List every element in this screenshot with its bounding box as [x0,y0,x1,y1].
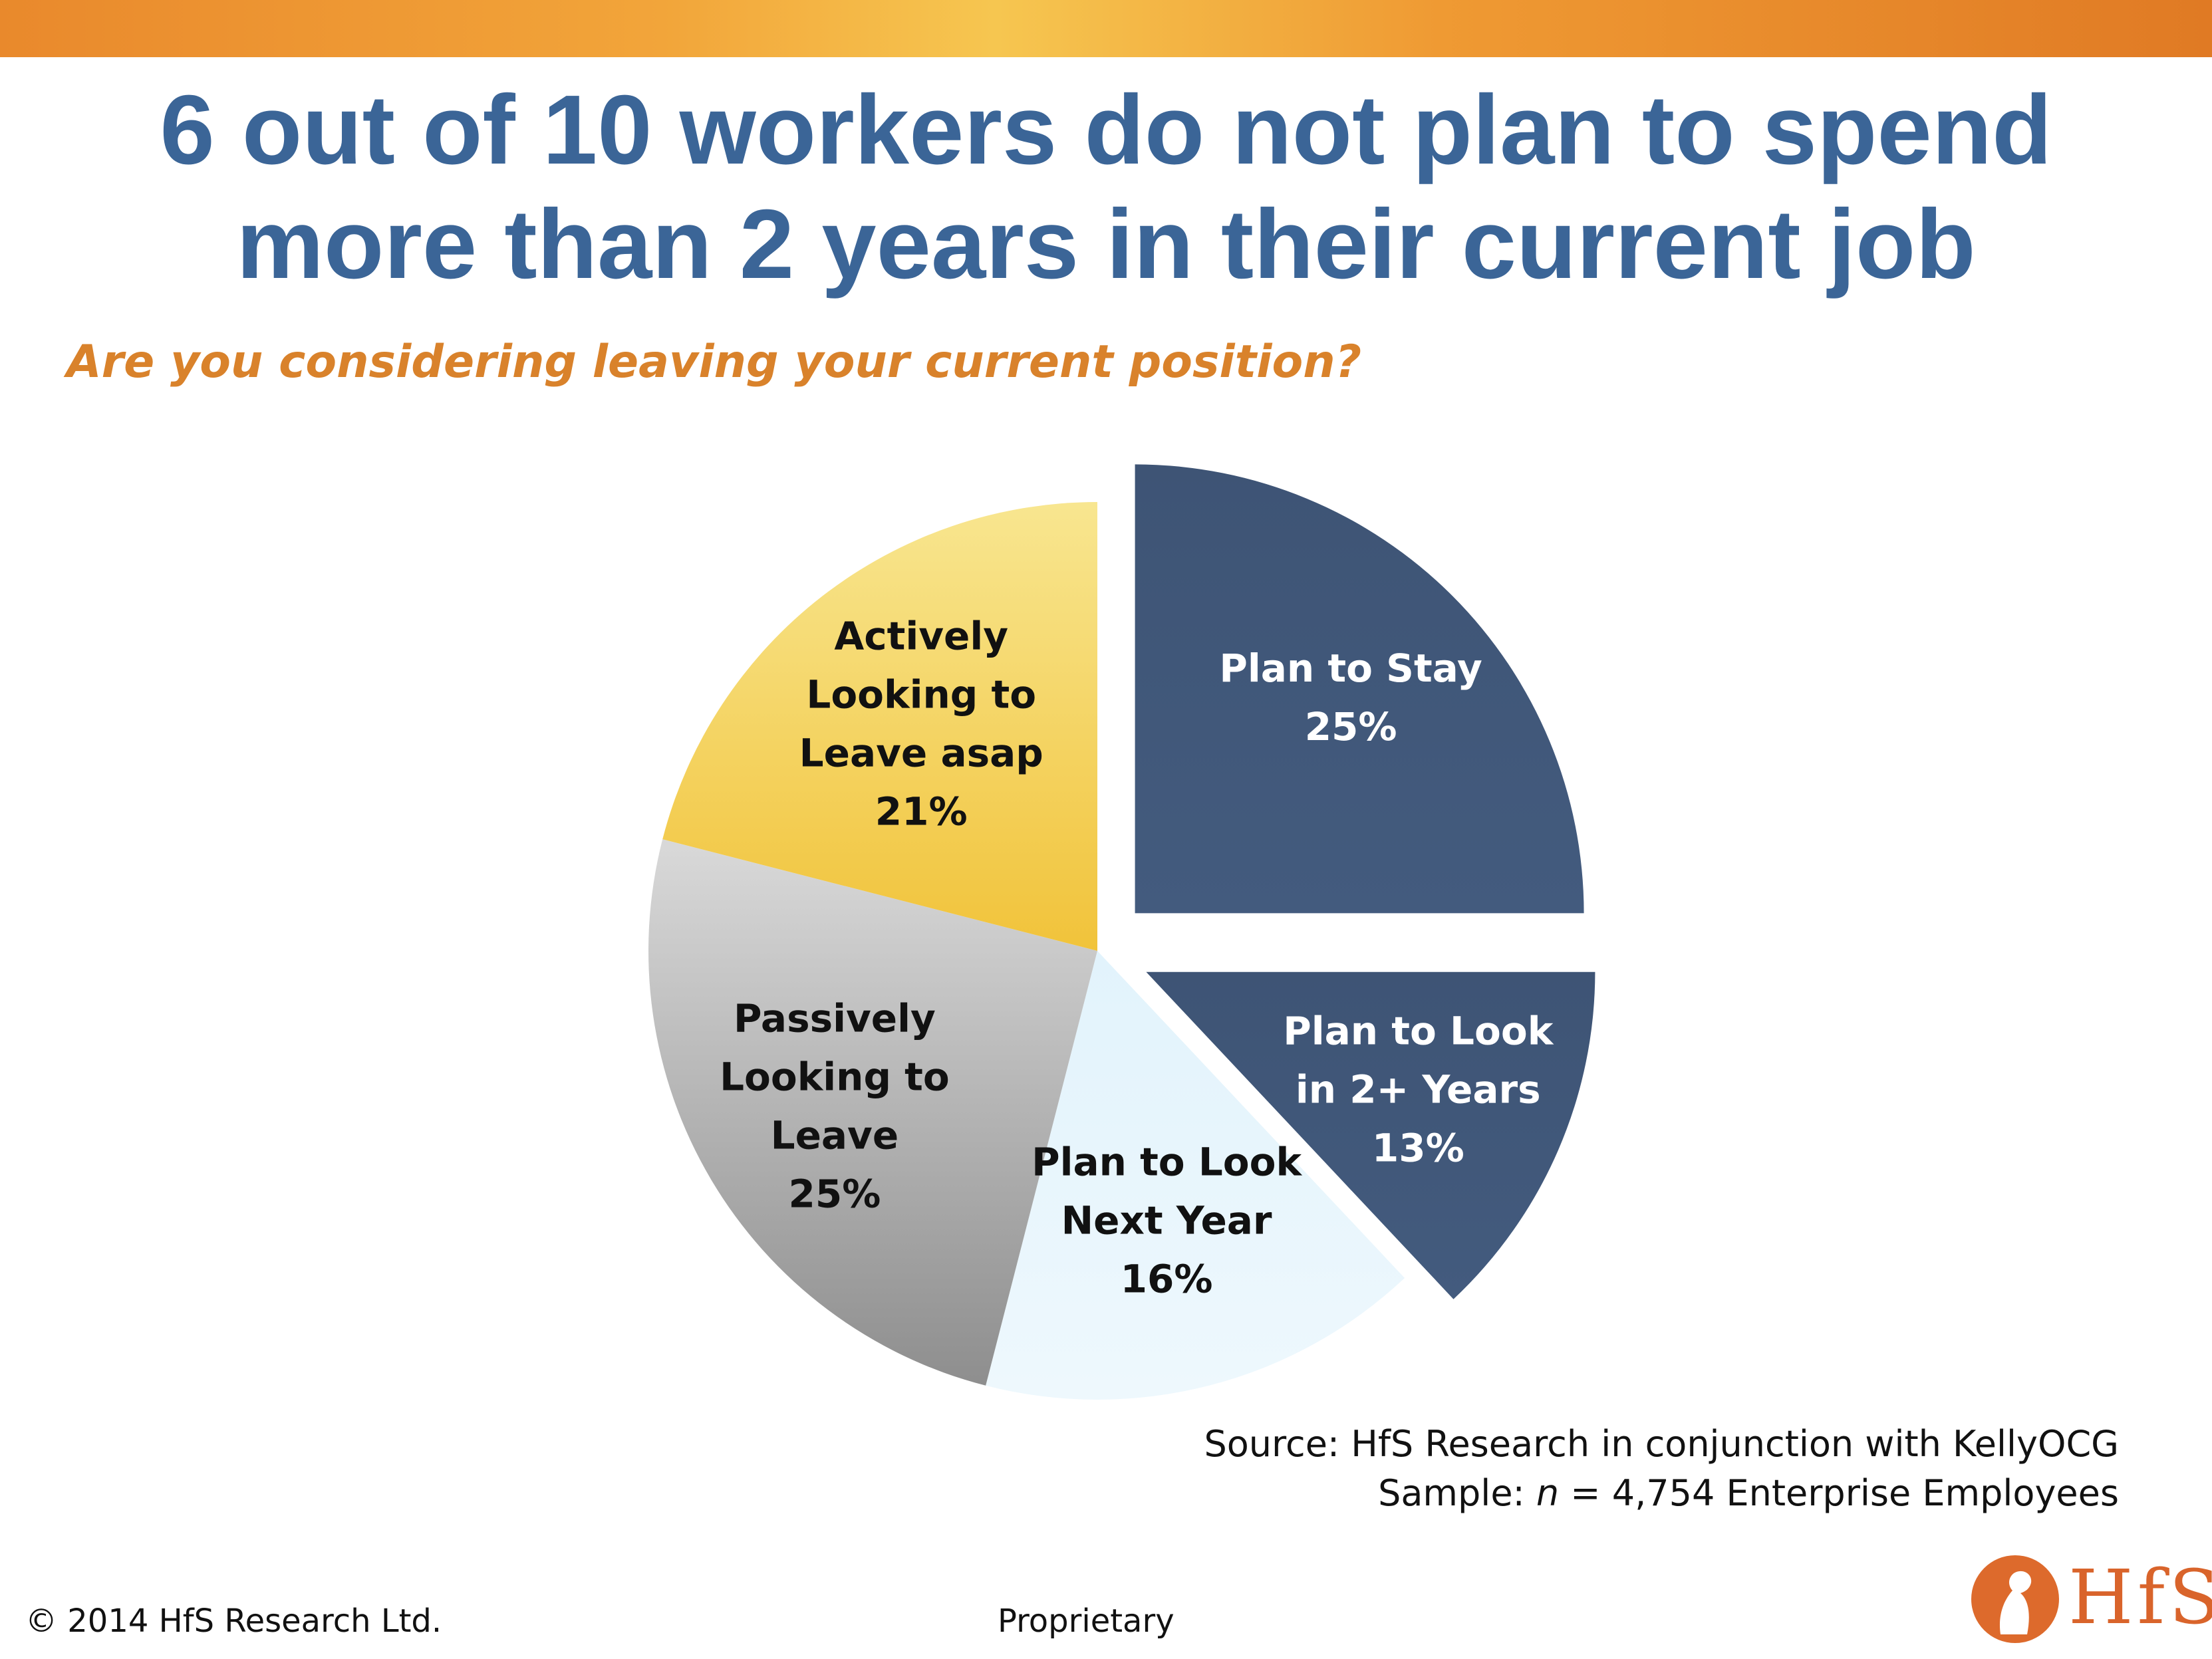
question-subtitle: Are you considering leaving your current… [67,336,1362,388]
slice-label: Plan to Stay 25% [1219,646,1482,749]
slice-label-line: Actively [834,614,1008,659]
slice-label-line: Leave [771,1113,899,1158]
pie-slice [986,951,1405,1400]
slice-value-label: 25% [789,1172,881,1217]
top-decorative-band [0,0,2212,57]
slice-value-label: 16% [1121,1256,1213,1301]
page-title: 6 out of 10 workers do not plan to spend… [0,73,2212,302]
pie-slices [648,464,1595,1400]
slice-value-label: 25% [1305,704,1397,749]
slice-label-line: in 2+ Years [1296,1067,1541,1112]
title-line-1: 6 out of 10 workers do not plan to spend [160,75,2052,185]
sample-n: n [1536,1472,1560,1514]
slice-label-line: Passively [734,996,936,1041]
proprietary-text: Proprietary [998,1602,1175,1640]
slice-value-label: 13% [1372,1126,1464,1171]
slice-label: Plan to Look in 2+ Years 13% [1283,1009,1554,1171]
pie-slice [648,839,1097,1386]
hfs-logo-text: HfS [2068,1555,2212,1641]
source-note: Source: HfS Research in conjunction with… [1204,1420,2119,1518]
sample-prefix: Sample: [1378,1472,1536,1514]
slice-label-line: Plan to Look [1032,1139,1302,1184]
slice-label-line: Plan to Look [1283,1009,1554,1054]
sample-rest: = 4,754 Enterprise Employees [1559,1472,2119,1514]
hfs-logo-icon [1971,1555,2059,1643]
slice-label-line: Looking to [806,672,1036,717]
pie-slice [1135,464,1584,914]
hfs-logo: HfS [1969,1549,2212,1649]
slice-label-line: Plan to Stay [1219,646,1482,691]
title-line-2: more than 2 years in their current job [236,190,1976,299]
slice-label: Actively Looking to Leave asap 21% [799,614,1043,834]
slice-label: Plan to Look Next Year 16% [1032,1139,1302,1301]
pie-labels: Plan to Stay 25% Plan to Look in 2+ Years 13… [720,614,1554,1302]
source-line: Source: HfS Research in conjunction with… [1204,1423,2119,1465]
slice-label-line: Looking to [720,1055,950,1100]
slice-label-line: Leave asap [799,731,1043,776]
slice-value-label: 21% [875,789,968,834]
copyright-text: © 2014 HfS Research Ltd. [25,1602,442,1640]
pie-slice [662,502,1097,951]
slice-label: Passively Looking to Leave 25% [720,996,950,1217]
slice-label-line: Next Year [1061,1198,1272,1243]
pie-slice [1146,971,1595,1299]
sample-line: Sample: n = 4,754 Enterprise Employees [1204,1469,2119,1518]
